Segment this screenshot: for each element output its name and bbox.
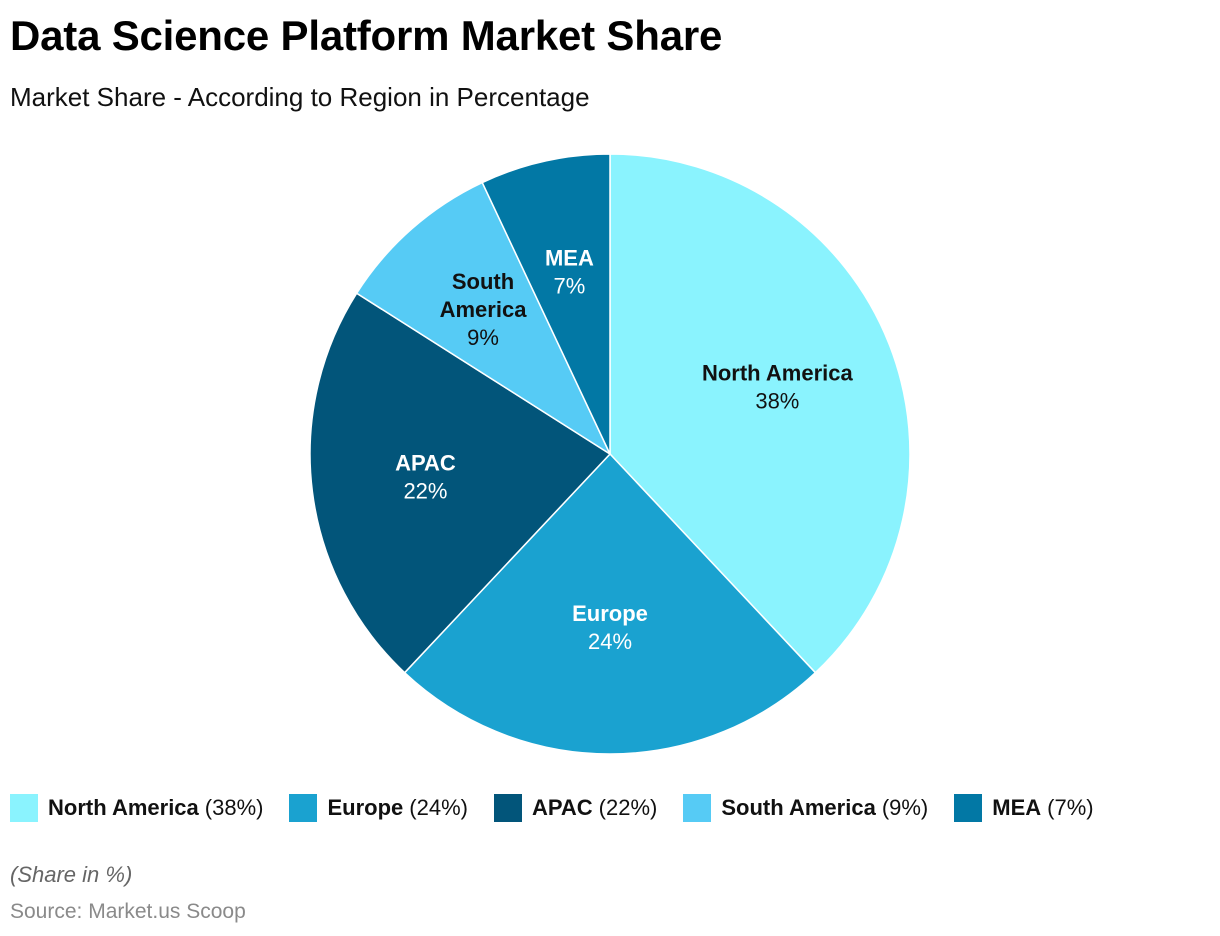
pie-label-north-america: North America 38% xyxy=(702,361,854,414)
legend-swatch xyxy=(954,794,983,822)
legend-swatch xyxy=(493,794,522,822)
pie-slice-apac xyxy=(309,292,612,674)
pie-label-value: 7% xyxy=(554,273,586,298)
pie-slice-south-america xyxy=(355,181,612,457)
legend-value: (9%) xyxy=(881,795,929,820)
legend-swatch xyxy=(10,794,38,822)
legend-item-mea: MEA (7%) xyxy=(954,794,1094,822)
pie-label-name: Europe xyxy=(572,601,648,626)
legend-value: (38%) xyxy=(204,795,264,820)
legend-label: North America xyxy=(48,795,199,820)
legend-label: APAC xyxy=(531,795,593,820)
pie-label-value: 22% xyxy=(403,478,447,503)
pie-slice-mea xyxy=(481,153,611,455)
pie-label-apac: APAC 22% xyxy=(395,450,456,503)
pie-slices xyxy=(309,153,911,755)
legend-item-north-america: North America (38%) xyxy=(10,794,263,822)
pie-label-name: South America xyxy=(440,269,528,322)
pie-slice-europe xyxy=(403,452,817,755)
chart-subtitle: Market Share - According to Region in Pe… xyxy=(10,82,590,112)
pie-label-value: 9% xyxy=(467,325,499,350)
chart-note: (Share in %) xyxy=(10,862,133,887)
pie-slice-north-america xyxy=(609,153,911,674)
legend-item-south-america: South America (9%) xyxy=(683,794,928,822)
pie-label-europe: Europe 24% xyxy=(572,601,648,654)
legend-swatch xyxy=(289,794,318,822)
pie-label-value: 38% xyxy=(755,389,799,414)
legend-value: (24%) xyxy=(409,795,468,820)
legend-value: (7%) xyxy=(1047,795,1094,820)
legend-label: South America xyxy=(721,795,876,820)
chart-source: Source: Market.us Scoop xyxy=(10,900,246,923)
chart-legend: North America (38%) Europe (24%) APAC (22%) So… xyxy=(10,792,1120,824)
legend-swatch xyxy=(683,794,712,822)
pie-label-mea: MEA 7% xyxy=(545,245,594,298)
legend-item-europe: Europe (24%) xyxy=(289,794,468,822)
legend-value: (22%) xyxy=(598,795,658,820)
legend-label: MEA xyxy=(992,795,1042,820)
legend-label: Europe xyxy=(327,795,404,820)
chart-title: Data Science Platform Market Share xyxy=(10,12,723,59)
legend-item-apac: APAC (22%) xyxy=(493,794,658,822)
pie-label-name: North America xyxy=(702,361,854,386)
pie-label-south-america: South America 9% xyxy=(440,269,528,350)
pie-label-value: 24% xyxy=(588,629,632,654)
pie-labels: North America 38% Europe 24% APAC 22% South Ame… xyxy=(395,245,853,654)
pie-label-name: MEA xyxy=(545,245,594,270)
pie-label-name: APAC xyxy=(395,450,456,475)
